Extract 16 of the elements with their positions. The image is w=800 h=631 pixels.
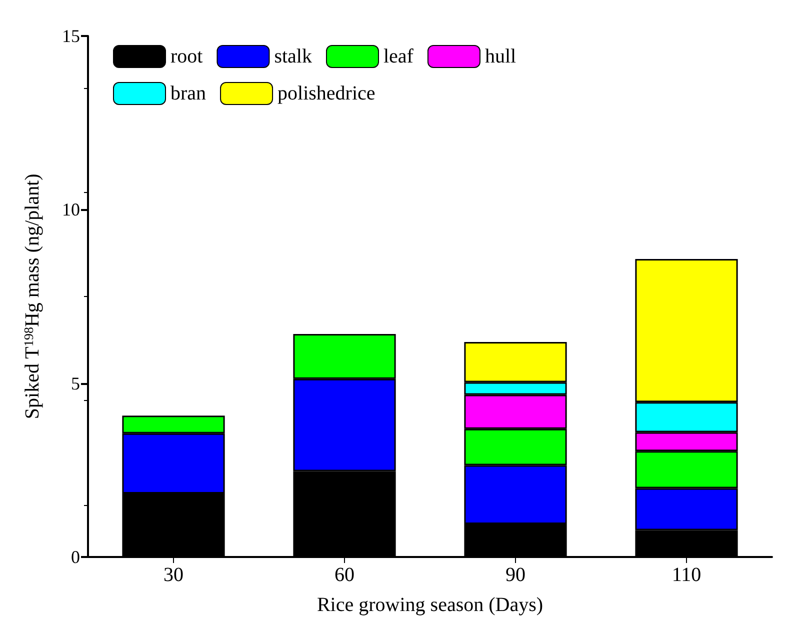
legend-label: leaf bbox=[383, 46, 414, 68]
y-axis-title: Spiked T198Hg mass (ng/plant) bbox=[21, 174, 44, 420]
x-axis-title: Rice growing season (Days) bbox=[316, 594, 544, 616]
y-tick-label: 0 bbox=[71, 547, 80, 567]
x-tick-label: 60 bbox=[334, 564, 354, 586]
x-tick-label: 90 bbox=[506, 564, 526, 586]
legend-label: root bbox=[170, 46, 204, 68]
y-tick-label: 5 bbox=[71, 373, 80, 394]
legend-label: polishedrice bbox=[278, 82, 376, 104]
y-tick-label: 10 bbox=[62, 200, 80, 220]
y-tick-label: 15 bbox=[62, 26, 80, 46]
legend-label: stalk bbox=[274, 46, 312, 68]
legend-label: hull bbox=[484, 46, 517, 68]
x-tick-label: 110 bbox=[672, 564, 702, 586]
legend-label: bran bbox=[170, 82, 206, 104]
x-tick-label: 30 bbox=[164, 564, 184, 586]
